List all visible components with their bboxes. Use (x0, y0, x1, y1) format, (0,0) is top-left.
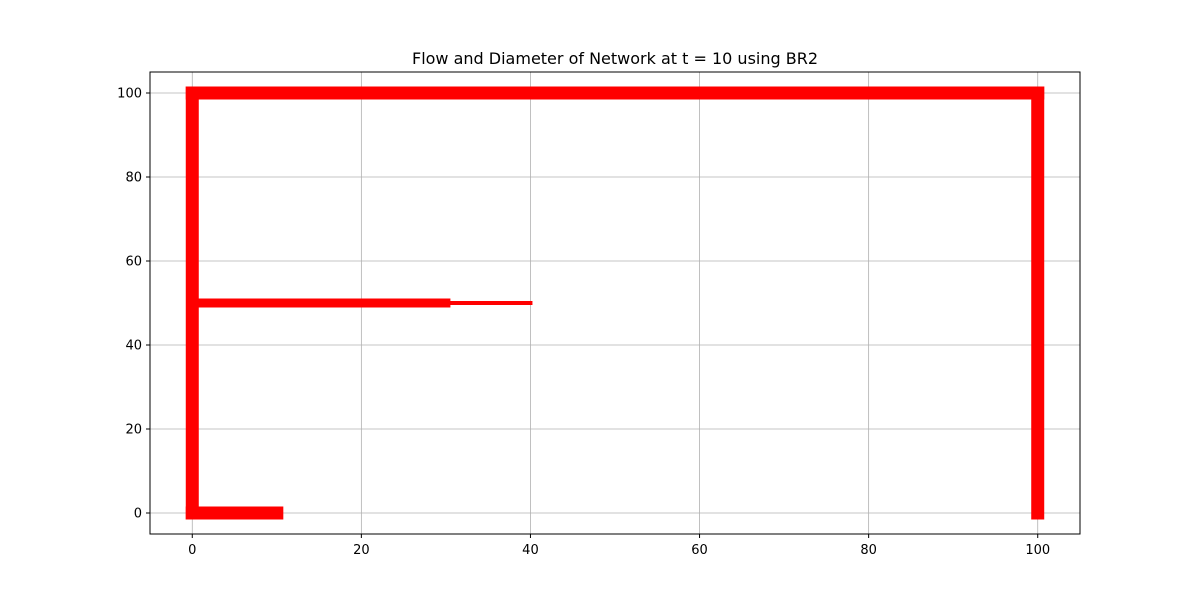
axes-frame (149, 71, 1081, 535)
x-tick-label: 80 (860, 543, 877, 558)
data-layer (185, 86, 1045, 520)
y-tick-label: 40 (125, 339, 142, 354)
y-tick-label: 100 (117, 87, 142, 102)
x-tick-label: 100 (1025, 543, 1050, 558)
tick-layer: 0 20 40 60 80 100 0 20 40 60 80 100 (117, 87, 1050, 559)
y-tick-label: 0 (134, 507, 142, 522)
y-tick-label: 20 (125, 423, 142, 438)
x-tick-label: 20 (353, 543, 370, 558)
y-tick-label: 80 (125, 171, 142, 186)
y-tick-label: 60 (125, 255, 142, 270)
x-tick-label: 60 (691, 543, 708, 558)
x-tick-label: 0 (188, 543, 196, 558)
chart-title: Flow and Diameter of Network at t = 10 u… (412, 49, 818, 68)
x-tick-label: 40 (522, 543, 539, 558)
